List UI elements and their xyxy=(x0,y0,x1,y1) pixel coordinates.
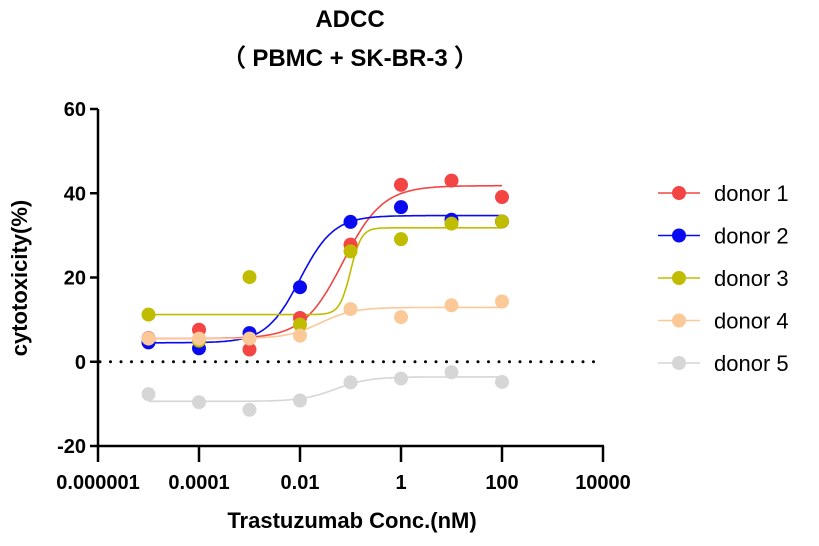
data-point-donor-4 xyxy=(343,302,358,317)
data-point-donor-5 xyxy=(141,387,156,402)
data-point-donor-3 xyxy=(343,244,358,259)
data-point-donor-5 xyxy=(394,371,408,386)
data-point-donor-2 xyxy=(293,280,307,295)
fit-curve-donor-5 xyxy=(148,376,502,403)
data-point-donor-1 xyxy=(394,177,408,192)
data-point-donor-4 xyxy=(293,328,307,343)
y-tick-label: -20 xyxy=(57,436,86,458)
data-point-donor-5 xyxy=(495,374,509,389)
y-axis-label: cytotoxicity(%) xyxy=(7,200,32,356)
x-tick-label: 1 xyxy=(395,472,406,494)
legend-label: donor 2 xyxy=(714,224,789,249)
data-point-donor-3 xyxy=(394,232,408,247)
y-tick-label: 40 xyxy=(64,183,86,205)
y-tick-label: 20 xyxy=(64,268,86,290)
data-point-donor-2 xyxy=(394,200,408,215)
data-point-donor-5 xyxy=(293,393,307,408)
y-tick-label: 0 xyxy=(75,352,86,374)
data-point-donor-5 xyxy=(444,365,459,380)
data-point-donor-3 xyxy=(293,317,307,332)
fit-curve-donor-4 xyxy=(148,306,502,340)
x-tick-label: 0.01 xyxy=(281,472,320,494)
fit-curve-donor-1 xyxy=(148,184,502,340)
fit-curve-donor-2 xyxy=(148,214,502,344)
chart-subtitle: （ PBMC + SK-BR-3 ） xyxy=(222,45,479,72)
y-tick-label: 60 xyxy=(64,99,86,121)
legend-label: donor 4 xyxy=(714,309,789,334)
data-point-donor-1 xyxy=(242,342,257,357)
legend-marker xyxy=(672,271,686,285)
data-point-donor-4 xyxy=(495,294,509,309)
data-point-donor-4 xyxy=(192,331,206,346)
data-point-donor-1 xyxy=(444,173,459,188)
x-axis-label: Trastuzumab Conc.(nM) xyxy=(227,508,476,533)
x-tick-label: 0.0001 xyxy=(168,472,229,494)
data-point-donor-5 xyxy=(343,375,358,390)
legend-marker xyxy=(672,186,686,200)
data-point-donor-4 xyxy=(394,310,408,325)
x-tick-label: 100 xyxy=(485,472,518,494)
data-point-donor-3 xyxy=(141,307,156,322)
data-point-donor-1 xyxy=(495,190,509,205)
legend-marker xyxy=(672,228,686,243)
fit-curve-donor-3 xyxy=(148,227,502,316)
data-point-donor-3 xyxy=(242,270,257,285)
legend-label: donor 3 xyxy=(714,266,789,291)
x-tick-label: 0.000001 xyxy=(56,472,139,494)
data-point-donor-5 xyxy=(242,402,257,417)
legend-marker xyxy=(672,313,686,328)
legend-label: donor 5 xyxy=(714,351,789,376)
data-point-donor-4 xyxy=(444,298,459,313)
data-point-donor-4 xyxy=(141,331,156,346)
data-point-donor-3 xyxy=(444,216,459,231)
data-point-donor-5 xyxy=(192,395,206,410)
data-point-donor-3 xyxy=(495,214,509,229)
chart-title: ADCC xyxy=(315,6,384,33)
data-point-donor-4 xyxy=(242,331,257,346)
data-point-donor-2 xyxy=(343,214,358,229)
legend-marker xyxy=(672,356,686,370)
legend-label: donor 1 xyxy=(714,181,789,206)
x-tick-label: 10000 xyxy=(575,472,631,494)
